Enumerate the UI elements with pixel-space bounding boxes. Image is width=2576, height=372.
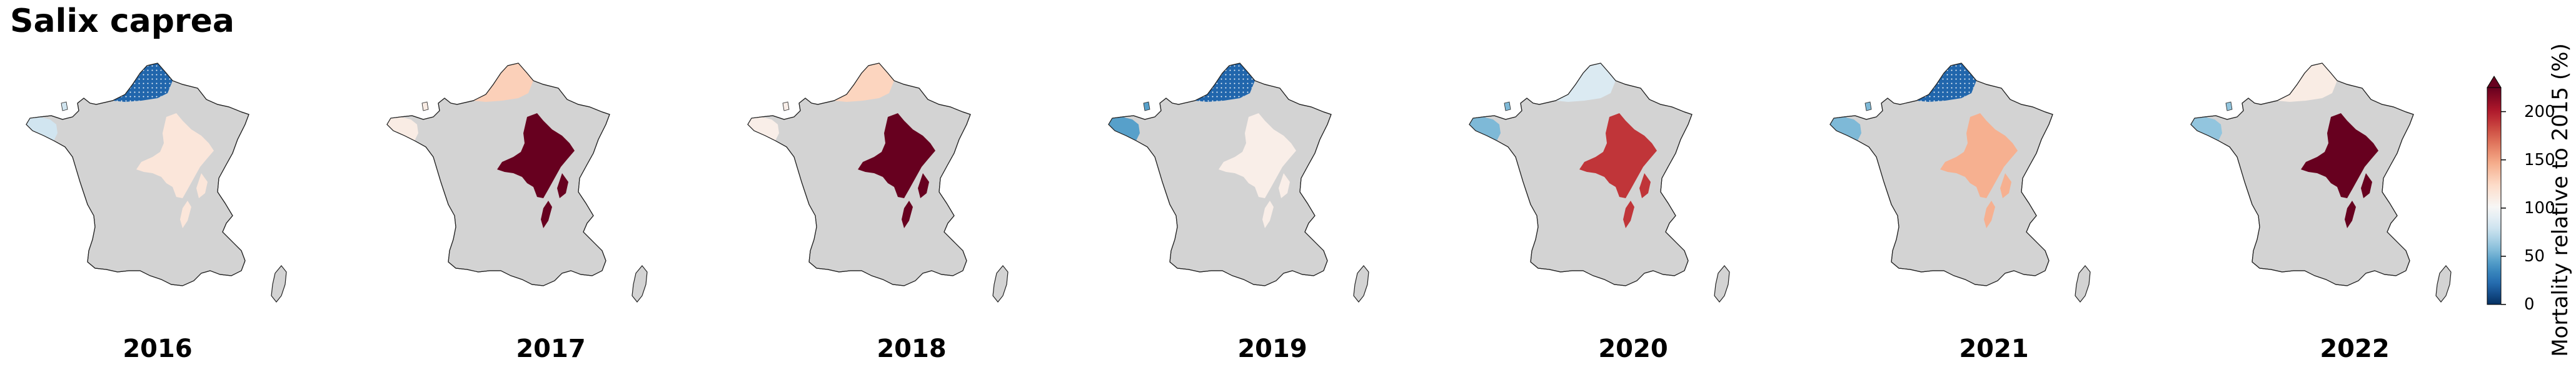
year-label-2017: 2017: [516, 334, 586, 363]
corsica: [1714, 265, 1730, 303]
region-brittany: [748, 117, 779, 141]
colorbar-tick-label: 100: [2524, 198, 2555, 218]
france-border: [1108, 63, 1332, 286]
region-east: [136, 113, 214, 228]
france-border: [1469, 63, 1693, 286]
france-border: [386, 63, 610, 286]
corsica: [992, 265, 1009, 303]
france-border: [1829, 63, 2053, 286]
region-brittany-island: [1864, 101, 1872, 111]
region-hatch-normandy-north: [1195, 63, 1255, 102]
year-label-2020: 2020: [1598, 334, 1668, 363]
france-map-2016: [26, 63, 287, 303]
map-panel-2016: [19, 59, 294, 322]
corsica: [1353, 265, 1369, 303]
region-normandy-north: [473, 63, 533, 102]
region-hatch-normandy-north: [1916, 63, 1976, 102]
region-brittany-island: [1143, 101, 1150, 111]
region-brittany: [1469, 117, 1501, 141]
region-brittany: [26, 117, 58, 141]
colorbar-gradient: [2487, 87, 2502, 305]
region-brittany: [387, 117, 418, 141]
colorbar-extend-max: [2487, 76, 2502, 88]
region-brittany-island: [1504, 101, 1511, 111]
region-normandy-north: [2277, 63, 2337, 102]
map-panel-2021: [1823, 59, 2098, 322]
corsica: [271, 265, 287, 303]
map-panel-2022: [2183, 59, 2458, 322]
colorbar-tick-label: 0: [2524, 295, 2535, 314]
figure-title: Salix caprea: [10, 3, 234, 40]
corsica: [2075, 265, 2091, 303]
france-border: [26, 63, 249, 286]
france-map-2019: [1108, 63, 1369, 303]
corsica: [631, 265, 648, 303]
map-panel-2017: [380, 59, 655, 322]
year-label-2016: 2016: [123, 334, 193, 363]
region-east: [1219, 113, 1296, 228]
region-brittany: [1830, 117, 1861, 141]
region-brittany-island: [61, 101, 68, 111]
france-map-2021: [1829, 63, 2091, 303]
region-east: [1579, 113, 1657, 228]
colorbar-tick-label: 150: [2524, 150, 2555, 169]
colorbar-tick-label: 50: [2524, 246, 2545, 266]
colorbar-tick-label: 200: [2524, 102, 2555, 121]
region-brittany-island: [782, 101, 790, 111]
map-panel-2018: [740, 59, 1015, 322]
region-east: [497, 113, 575, 228]
year-label-2022: 2022: [2320, 334, 2390, 363]
france-map-2022: [2190, 63, 2452, 303]
region-brittany-island: [2225, 101, 2233, 111]
colorbar: [2487, 76, 2506, 305]
year-label-2021: 2021: [1959, 334, 2029, 363]
region-brittany: [2191, 117, 2222, 141]
colorbar-title: Mortality relative to 2015 (%): [2548, 43, 2573, 357]
year-label-2018: 2018: [877, 334, 947, 363]
region-normandy-north: [1556, 63, 1616, 102]
corsica: [2435, 265, 2452, 303]
region-east: [1940, 113, 2018, 228]
france-border: [2190, 63, 2414, 286]
year-label-2019: 2019: [1237, 334, 1307, 363]
region-east: [2301, 113, 2378, 228]
france-map-2018: [747, 63, 1009, 303]
region-brittany-island: [421, 101, 429, 111]
france-border: [747, 63, 971, 286]
region-hatch-normandy-north: [113, 63, 173, 102]
region-brittany: [1109, 117, 1140, 141]
region-east: [858, 113, 935, 228]
map-panel-2019: [1101, 59, 1376, 322]
france-map-2017: [386, 63, 648, 303]
france-map-2020: [1469, 63, 1730, 303]
map-panel-2020: [1462, 59, 1737, 322]
region-normandy-north: [834, 63, 894, 102]
